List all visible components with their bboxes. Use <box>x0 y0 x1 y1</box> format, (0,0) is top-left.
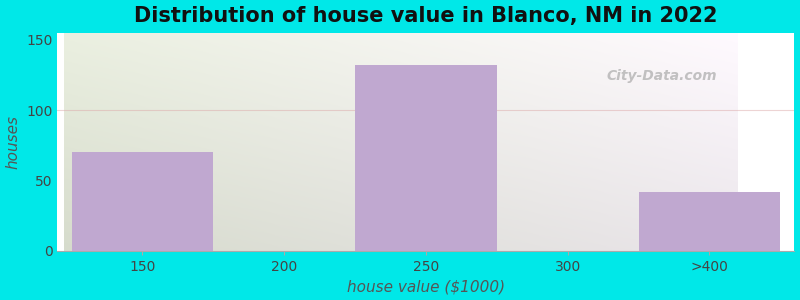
Title: Distribution of house value in Blanco, NM in 2022: Distribution of house value in Blanco, N… <box>134 6 718 26</box>
Y-axis label: houses: houses <box>6 115 21 169</box>
Bar <box>71 152 214 251</box>
X-axis label: house value ($1000): house value ($1000) <box>347 279 505 294</box>
Bar <box>355 65 497 251</box>
Text: City-Data.com: City-Data.com <box>606 69 717 83</box>
Bar <box>638 192 780 251</box>
